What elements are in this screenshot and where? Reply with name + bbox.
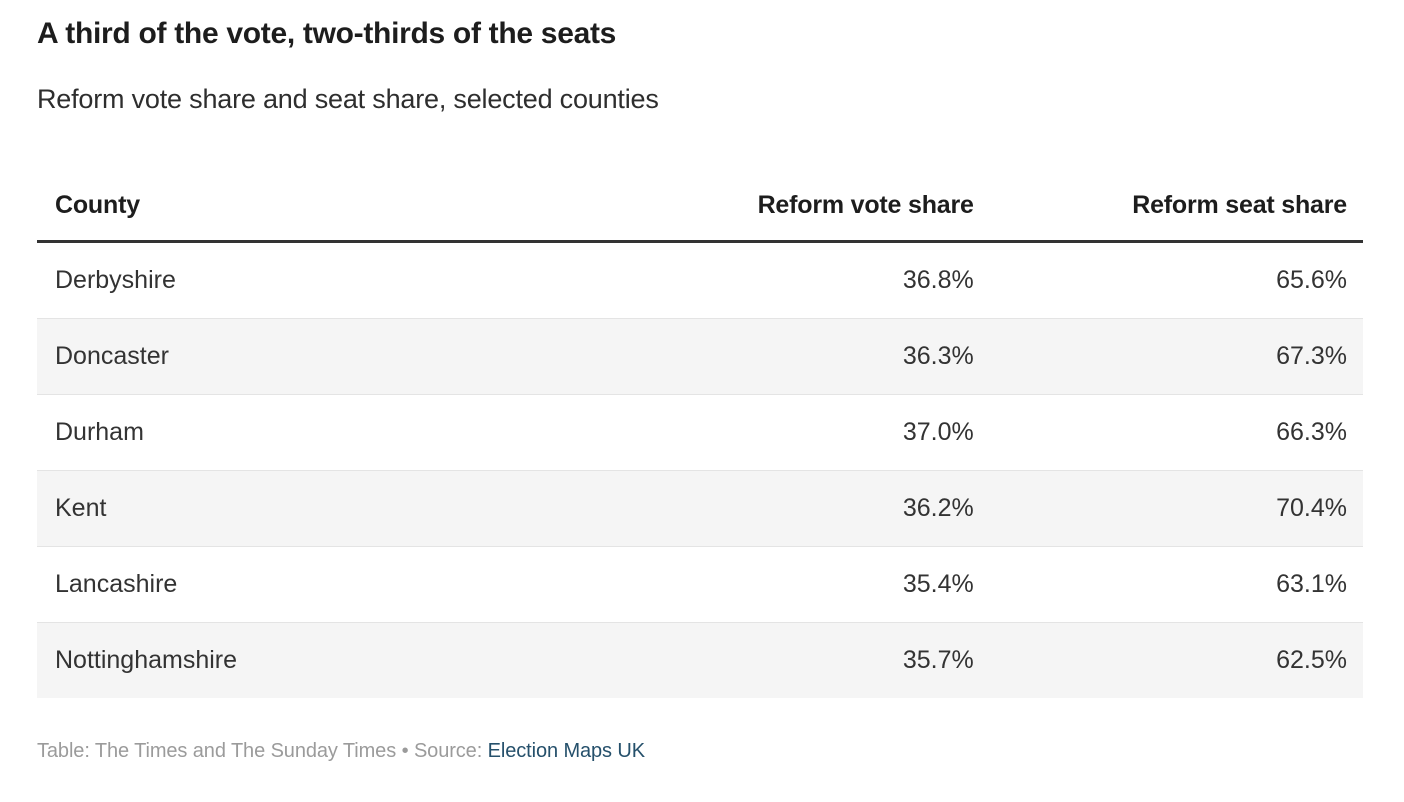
county-cell: Derbyshire xyxy=(55,266,176,295)
vote-share-cell: 36.8% xyxy=(902,266,974,295)
vote-share-cell: 35.7% xyxy=(902,646,974,675)
county-cell: Doncaster xyxy=(55,342,169,371)
footer-separator: • xyxy=(401,740,409,763)
table-row: Kent 36.2% 70.4% xyxy=(37,470,1363,547)
seat-share-cell: 63.1% xyxy=(1276,570,1347,599)
vote-share-cell: 37.0% xyxy=(902,418,974,447)
chart-footer: Table: The Times and The Sunday Times • … xyxy=(37,740,1363,763)
table-row: Durham 37.0% 66.3% xyxy=(37,394,1363,471)
county-cell: Durham xyxy=(55,418,144,447)
table-row: Doncaster 36.3% 67.3% xyxy=(37,318,1363,395)
source-link[interactable]: Election Maps UK xyxy=(487,740,645,763)
data-table: County Reform vote share Reform seat sha… xyxy=(37,181,1363,699)
table-row: Lancashire 35.4% 63.1% xyxy=(37,546,1363,623)
vote-share-cell: 36.3% xyxy=(902,342,974,371)
vote-share-cell: 36.2% xyxy=(902,494,974,523)
column-header-county: County xyxy=(37,181,621,244)
vote-share-cell: 35.4% xyxy=(902,570,974,599)
chart-subtitle: Reform vote share and seat share, select… xyxy=(37,84,659,114)
chart-title: A third of the vote, two-thirds of the s… xyxy=(37,17,617,50)
seat-share-cell: 66.3% xyxy=(1276,418,1347,447)
seat-share-cell: 62.5% xyxy=(1276,646,1347,675)
header-row: County Reform vote share Reform seat sha… xyxy=(37,181,1363,244)
county-cell: Lancashire xyxy=(55,570,178,599)
table-row: Nottinghamshire 35.7% 62.5% xyxy=(37,622,1363,699)
table-body: Derbyshire 36.8% 65.6% Doncaster 36.3% 67.3% D… xyxy=(37,242,1363,699)
table-row: Derbyshire 36.8% 65.6% xyxy=(37,242,1363,319)
table-header: County Reform vote share Reform seat sha… xyxy=(37,181,1363,244)
seat-share-cell: 65.6% xyxy=(1276,266,1347,295)
county-cell: Kent xyxy=(55,494,107,523)
table-credit: Table: The Times and The Sunday Times xyxy=(37,740,397,763)
county-cell: Nottinghamshire xyxy=(55,646,238,675)
seat-share-cell: 70.4% xyxy=(1276,494,1347,523)
source-label: Source: xyxy=(413,740,483,763)
column-header-seat-share: Reform seat share xyxy=(991,181,1363,244)
column-header-vote-share: Reform vote share xyxy=(620,181,992,244)
seat-share-cell: 67.3% xyxy=(1276,342,1347,371)
